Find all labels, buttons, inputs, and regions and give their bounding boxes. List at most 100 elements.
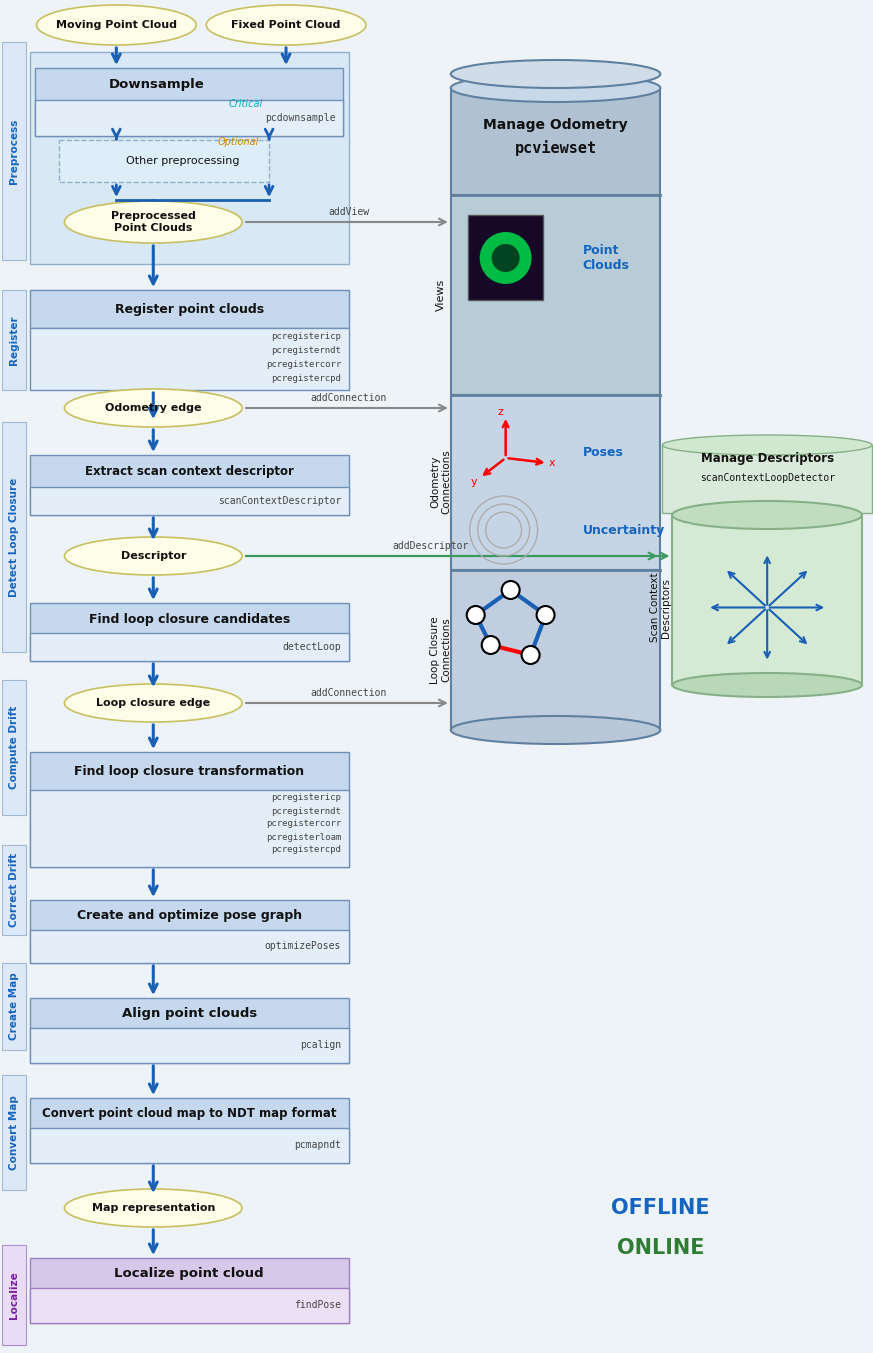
Text: addDescriptor: addDescriptor [393, 541, 469, 551]
FancyBboxPatch shape [30, 290, 349, 327]
Text: pcregistercorr: pcregistercorr [265, 360, 341, 368]
FancyBboxPatch shape [2, 422, 25, 652]
FancyBboxPatch shape [30, 290, 349, 390]
Ellipse shape [206, 5, 366, 45]
Circle shape [467, 606, 485, 624]
Text: Moving Point Cloud: Moving Point Cloud [56, 20, 177, 30]
FancyBboxPatch shape [450, 195, 660, 395]
Text: Preprocessed
Point Clouds: Preprocessed Point Clouds [111, 211, 196, 233]
Ellipse shape [479, 231, 532, 284]
Text: addConnection: addConnection [311, 392, 387, 403]
Text: Manage Descriptors: Manage Descriptors [701, 452, 834, 464]
Text: pcregistericp: pcregistericp [272, 331, 341, 341]
Text: Find loop closure candidates: Find loop closure candidates [88, 613, 290, 625]
Text: Downsample: Downsample [108, 77, 204, 91]
Text: pcregistericp: pcregistericp [272, 793, 341, 802]
Text: Localize point cloud: Localize point cloud [114, 1266, 264, 1280]
FancyBboxPatch shape [59, 139, 269, 183]
Text: Detect Loop Closure: Detect Loop Closure [9, 478, 18, 597]
Text: pcregistercorr: pcregistercorr [265, 820, 341, 828]
FancyBboxPatch shape [468, 215, 543, 300]
Circle shape [502, 580, 519, 599]
FancyBboxPatch shape [663, 445, 872, 513]
Ellipse shape [65, 202, 242, 244]
FancyBboxPatch shape [30, 487, 349, 515]
Ellipse shape [450, 716, 660, 744]
Text: Create and optimize pose graph: Create and optimize pose graph [77, 908, 302, 921]
FancyBboxPatch shape [36, 100, 343, 137]
Text: y: y [471, 478, 477, 487]
FancyBboxPatch shape [30, 603, 349, 662]
Circle shape [482, 636, 499, 653]
Text: addConnection: addConnection [311, 687, 387, 698]
Text: Correct Drift: Correct Drift [9, 852, 18, 927]
FancyBboxPatch shape [30, 633, 349, 662]
FancyBboxPatch shape [30, 1288, 349, 1323]
FancyBboxPatch shape [30, 1128, 349, 1164]
Text: Convert point cloud map to NDT map format: Convert point cloud map to NDT map forma… [42, 1107, 336, 1119]
FancyBboxPatch shape [672, 515, 862, 685]
Text: Preprocess: Preprocess [9, 118, 18, 184]
Text: findPose: findPose [294, 1300, 341, 1310]
Text: pcregistercpd: pcregistercpd [272, 373, 341, 383]
FancyBboxPatch shape [450, 88, 660, 195]
Text: z: z [498, 407, 504, 417]
FancyBboxPatch shape [30, 930, 349, 963]
Text: Critical: Critical [229, 99, 263, 110]
FancyBboxPatch shape [36, 68, 343, 137]
Text: Create Map: Create Map [9, 973, 18, 1040]
Ellipse shape [37, 5, 196, 45]
FancyBboxPatch shape [30, 752, 349, 867]
Ellipse shape [672, 501, 862, 529]
Text: Views: Views [436, 279, 446, 311]
FancyBboxPatch shape [30, 1028, 349, 1063]
Text: Localize: Localize [9, 1270, 18, 1319]
Text: pcalign: pcalign [299, 1040, 341, 1050]
Text: Compute Drift: Compute Drift [9, 706, 18, 789]
Text: pcregisterloam: pcregisterloam [265, 832, 341, 842]
FancyBboxPatch shape [450, 395, 660, 570]
Text: Optional: Optional [217, 137, 259, 147]
Text: Find loop closure transformation: Find loop closure transformation [74, 764, 305, 778]
FancyBboxPatch shape [30, 900, 349, 963]
Text: OFFLINE: OFFLINE [611, 1197, 710, 1218]
Text: pcregisterndt: pcregisterndt [272, 345, 341, 354]
Text: Convert Map: Convert Map [9, 1095, 18, 1170]
Text: Register: Register [9, 315, 18, 365]
Text: Odometry edge: Odometry edge [105, 403, 202, 413]
Text: pcdownsample: pcdownsample [265, 114, 336, 123]
Ellipse shape [672, 672, 862, 697]
Text: x: x [548, 459, 555, 468]
Text: Uncertainty: Uncertainty [582, 524, 664, 537]
FancyBboxPatch shape [30, 455, 349, 515]
FancyBboxPatch shape [2, 1245, 25, 1345]
Text: detectLoop: detectLoop [282, 643, 341, 652]
FancyBboxPatch shape [30, 999, 349, 1063]
Text: Other preprocessing: Other preprocessing [127, 156, 240, 166]
Text: Point
Clouds: Point Clouds [582, 244, 629, 272]
Text: pcviewset: pcviewset [514, 139, 596, 156]
FancyBboxPatch shape [2, 681, 25, 815]
FancyBboxPatch shape [450, 570, 660, 731]
FancyBboxPatch shape [2, 42, 25, 260]
Text: pcmapndt: pcmapndt [294, 1141, 341, 1150]
Text: Fixed Point Cloud: Fixed Point Cloud [231, 20, 340, 30]
Ellipse shape [65, 685, 242, 723]
Text: scanContextDescriptor: scanContextDescriptor [217, 497, 341, 506]
FancyBboxPatch shape [2, 290, 25, 390]
Text: Poses: Poses [582, 445, 623, 459]
Text: addView: addView [328, 207, 369, 216]
Ellipse shape [65, 537, 242, 575]
Ellipse shape [65, 390, 242, 428]
FancyBboxPatch shape [30, 790, 349, 867]
Circle shape [537, 606, 554, 624]
FancyBboxPatch shape [30, 1258, 349, 1323]
Ellipse shape [450, 60, 660, 88]
Text: Loop closure edge: Loop closure edge [96, 698, 210, 708]
Ellipse shape [65, 1189, 242, 1227]
FancyBboxPatch shape [2, 963, 25, 1050]
Text: pcregistercpd: pcregistercpd [272, 846, 341, 855]
FancyBboxPatch shape [30, 327, 349, 390]
Text: Extract scan context descriptor: Extract scan context descriptor [85, 464, 293, 478]
Ellipse shape [450, 74, 660, 101]
